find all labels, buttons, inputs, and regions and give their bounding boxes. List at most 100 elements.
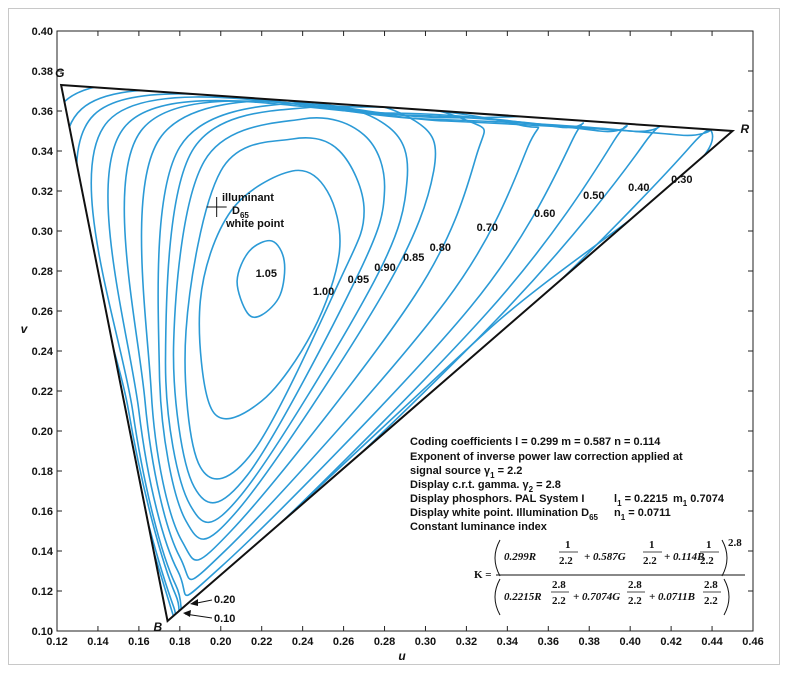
x-tick-label: 0.24 [292, 636, 314, 648]
y-tick-label: 0.30 [32, 226, 53, 238]
contour-arrows [183, 599, 213, 619]
annotation-m-value: 0.7074 [687, 493, 725, 505]
contour-label-105: 1.05 [256, 268, 277, 280]
luminance-index-formula: K = 0.299R 1 2.2 + 0.587G 1 2.2 + 0.114B… [474, 537, 745, 616]
annotation-line3-text: signal source γ [410, 465, 491, 477]
numerator-term-r: 0.299R [504, 551, 536, 563]
annotation-line6-sub: 65 [589, 513, 598, 522]
x-tick-label: 0.38 [579, 636, 600, 648]
num-outer-exp: 2.8 [728, 537, 742, 549]
den-exp3-bot: 2.2 [704, 595, 718, 607]
contour-label-040: 0.40 [628, 182, 649, 194]
annotation-line6-text: Display white point. Illumination D [410, 507, 589, 519]
gamut-triangle-outline [59, 83, 736, 623]
x-tick-label: 0.40 [619, 636, 640, 648]
x-axis-ticks: 0.12 0.14 0.16 0.18 0.20 0.22 0.24 0.26 0.28 0.30… [46, 31, 764, 648]
den-exp1-top: 2.8 [552, 579, 566, 591]
num-exp2-top: 1 [649, 539, 655, 551]
x-tick-label: 0.36 [538, 636, 559, 648]
arrow-010-head [183, 610, 191, 617]
x-tick-label: 0.14 [87, 636, 109, 648]
y-axis-ticks: 0.10 0.12 0.14 0.16 0.18 0.20 0.22 0.24 0.26 0.28… [32, 26, 753, 638]
annotation-m-letter: m [673, 493, 683, 505]
denominator-term-g: + 0.7074G [573, 591, 620, 603]
annotation-l-value: = 0.2215 [622, 493, 668, 505]
denominator-left-paren [494, 578, 501, 616]
annotation-block: Coding coefficients l = 0.299 m = 0.587 … [410, 436, 725, 533]
x-tick-label: 0.18 [169, 636, 190, 648]
plot-area [56, 30, 754, 632]
y-tick-label: 0.38 [32, 66, 53, 78]
x-tick-label: 0.32 [456, 636, 477, 648]
y-tick-label: 0.34 [32, 146, 54, 158]
denominator-term-r: 0.2215R [504, 591, 542, 603]
denominator-term-b: + 0.0711B [649, 591, 695, 603]
contour-label-070: 0.70 [477, 222, 498, 234]
denominator-right-paren [723, 578, 730, 616]
annotation-line5-m: m1 0.7074 [673, 493, 725, 508]
x-tick-label: 0.30 [415, 636, 436, 648]
x-tick-label: 0.22 [251, 636, 272, 648]
y-tick-label: 0.22 [32, 386, 53, 398]
annotation-line6: Display white point. Illumination D65 [410, 507, 599, 522]
annotation-n-value: = 0.0711 [625, 507, 671, 519]
contour-095 [184, 136, 365, 480]
annotation-line6-n: n1 = 0.0711 [614, 507, 671, 522]
x-tick-label: 0.12 [46, 636, 67, 648]
y-tick-label: 0.18 [32, 466, 53, 478]
x-tick-label: 0.28 [374, 636, 395, 648]
x-tick-label: 0.20 [210, 636, 231, 648]
x-tick-label: 0.16 [128, 636, 149, 648]
y-tick-label: 0.36 [32, 106, 53, 118]
contour-030 [75, 92, 661, 621]
white-point-label-line2: D65 [232, 205, 249, 220]
x-tick-label: 0.44 [701, 636, 723, 648]
den-exp1-bot: 2.2 [552, 595, 566, 607]
annotation-n-sub: 1 [621, 513, 626, 522]
y-tick-label: 0.26 [32, 306, 53, 318]
annotation-m-sub: 1 [683, 499, 688, 508]
figure-frame [8, 8, 780, 665]
y-tick-label: 0.28 [32, 266, 53, 278]
white-point-label-line3: white point [225, 218, 284, 230]
annotation-line1: Coding coefficients l = 0.299 m = 0.587 … [410, 436, 661, 448]
annotation-l-sub: 1 [617, 499, 622, 508]
vertex-label-g: G [55, 66, 64, 80]
numerator-term-g: + 0.587G [584, 551, 626, 563]
y-tick-label: 0.12 [32, 586, 53, 598]
formula-lhs: K = [474, 569, 492, 581]
annotation-line4-sub: 2 [529, 485, 534, 494]
contour-080 [157, 99, 437, 540]
x-tick-label: 0.26 [333, 636, 354, 648]
num-exp2-bot: 2.2 [643, 555, 657, 567]
y-axis-label: v [21, 322, 29, 336]
contour-label-030: 0.30 [671, 174, 692, 186]
contour-label-050: 0.50 [583, 190, 604, 202]
white-point-label-d-sub: 65 [240, 211, 249, 220]
numerator-left-paren [494, 539, 501, 577]
numerator-right-paren [721, 539, 728, 577]
y-tick-label: 0.16 [32, 506, 53, 518]
num-exp1-bot: 2.2 [559, 555, 573, 567]
contour-label-095: 0.95 [348, 274, 369, 286]
contour-label-085: 0.85 [403, 252, 424, 264]
white-point-label-d: D [232, 205, 240, 217]
annotation-line7: Constant luminance index [410, 521, 548, 533]
annotation-l-letter: l [614, 493, 617, 505]
x-tick-label: 0.46 [742, 636, 763, 648]
annotation-line2: Exponent of inverse power law correction… [410, 451, 683, 463]
y-tick-label: 0.32 [32, 186, 53, 198]
annotation-line3: signal source γ1 = 2.2 [410, 465, 522, 480]
contour-label-060: 0.60 [534, 208, 555, 220]
den-exp3-top: 2.8 [704, 579, 718, 591]
vertex-label-b: B [154, 620, 163, 634]
gamut-triangle: G R B [55, 66, 749, 634]
num-exp3-top: 1 [706, 539, 712, 551]
contour-100 [198, 169, 341, 420]
y-tick-label: 0.40 [32, 26, 53, 38]
white-point-marker [206, 197, 227, 217]
contour-090 [172, 117, 386, 504]
y-tick-label: 0.14 [32, 546, 54, 558]
arrow-020-head [190, 599, 198, 606]
